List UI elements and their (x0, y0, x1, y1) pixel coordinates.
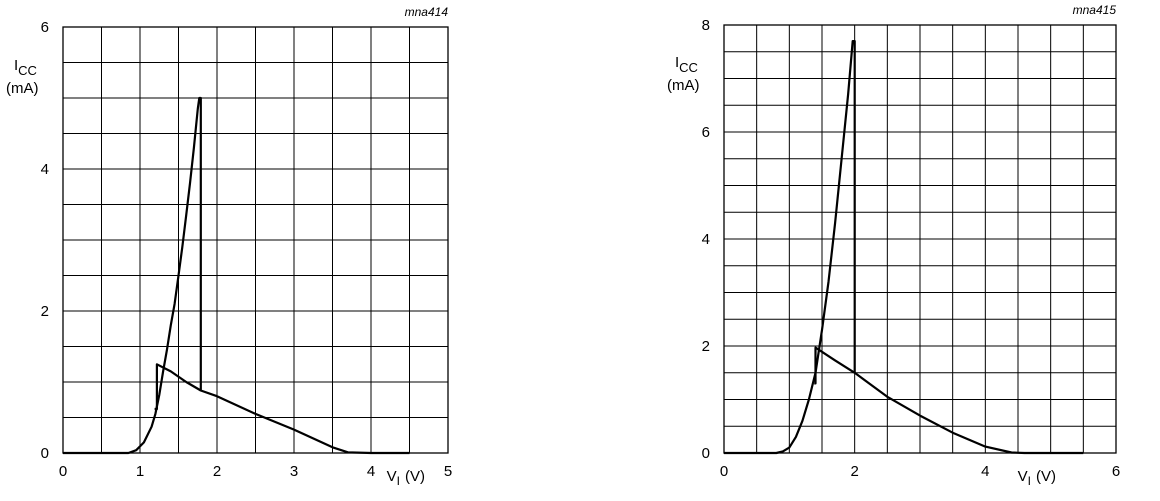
figure-code: mna415 (1073, 3, 1117, 17)
chart-left: 0 1 2 3 4 5 0 2 4 6 ICC (mA) VI (V) mna414 (6, 5, 452, 488)
x-tick-label: 2 (850, 463, 858, 480)
plot-frame (62, 26, 449, 454)
x-axis-label: VI (V) (387, 468, 425, 488)
y-axis-label: ICC (14, 57, 37, 78)
y-tick-label: 0 (702, 445, 710, 462)
y-axis-label: ICC (675, 54, 698, 75)
y-tick-label: 2 (41, 303, 49, 320)
y-tick-label: 0 (41, 445, 49, 462)
x-tick-label: 2 (213, 463, 221, 480)
grid (724, 25, 1116, 453)
x-tick-label: 4 (981, 463, 989, 480)
y-tick-label: 2 (702, 338, 710, 355)
x-tick-label: 0 (59, 463, 67, 480)
y-tick-label: 8 (702, 17, 710, 34)
x-tick-label: 5 (444, 463, 452, 480)
y-axis-unit: (mA) (667, 77, 700, 94)
y-tick-label: 4 (41, 161, 49, 178)
x-tick-label: 3 (290, 463, 298, 480)
series-line-1 (814, 346, 856, 385)
x-axis-label: VI (V) (1018, 468, 1056, 488)
series-line-1 (154, 363, 202, 411)
y-tick-label: 6 (702, 124, 710, 141)
x-tick-label: 4 (367, 463, 375, 480)
plot-frame (723, 24, 1117, 454)
x-tick-label: 0 (720, 463, 728, 480)
x-tick-label: 6 (1112, 463, 1120, 480)
grid (63, 27, 448, 453)
y-axis-unit: (mA) (6, 80, 39, 97)
x-tick-label: 1 (136, 463, 144, 480)
series-line-0 (63, 96, 410, 455)
series-line-0 (724, 40, 1084, 455)
y-tick-label: 6 (41, 19, 49, 36)
y-tick-label: 4 (702, 231, 710, 248)
figure-code: mna414 (405, 5, 449, 19)
chart-right: 0 2 4 6 0 2 4 6 8 ICC (mA) VI (V) mna415 (667, 3, 1120, 488)
